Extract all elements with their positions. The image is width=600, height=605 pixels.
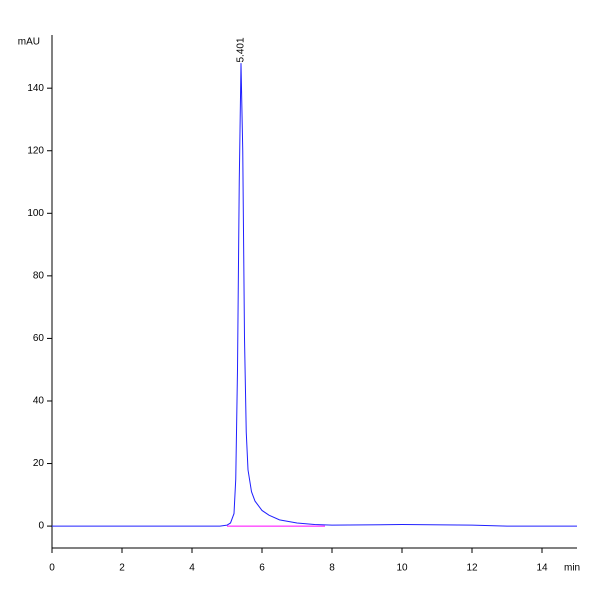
y-tick-label: 140 <box>27 83 44 94</box>
y-tick-label: 60 <box>33 333 45 344</box>
x-tick-label: 14 <box>536 563 548 574</box>
x-tick-label: 10 <box>396 563 408 574</box>
y-tick-label: 0 <box>38 521 44 532</box>
x-tick-label: 12 <box>466 563 478 574</box>
x-tick-label: 6 <box>259 563 265 574</box>
y-tick-label: 120 <box>27 145 44 156</box>
y-tick-label: 20 <box>33 458 45 469</box>
y-tick-label: 100 <box>27 208 44 219</box>
x-axis-label: min <box>564 563 580 574</box>
y-tick-label: 40 <box>33 396 45 407</box>
y-axis-label: mAU <box>18 37 40 48</box>
peak-label: 5.401 <box>236 37 247 62</box>
x-tick-label: 0 <box>49 563 55 574</box>
y-tick-label: 80 <box>33 271 45 282</box>
trace <box>52 63 577 527</box>
x-tick-label: 2 <box>119 563 125 574</box>
x-tick-label: 8 <box>329 563 335 574</box>
x-tick-label: 4 <box>189 563 195 574</box>
